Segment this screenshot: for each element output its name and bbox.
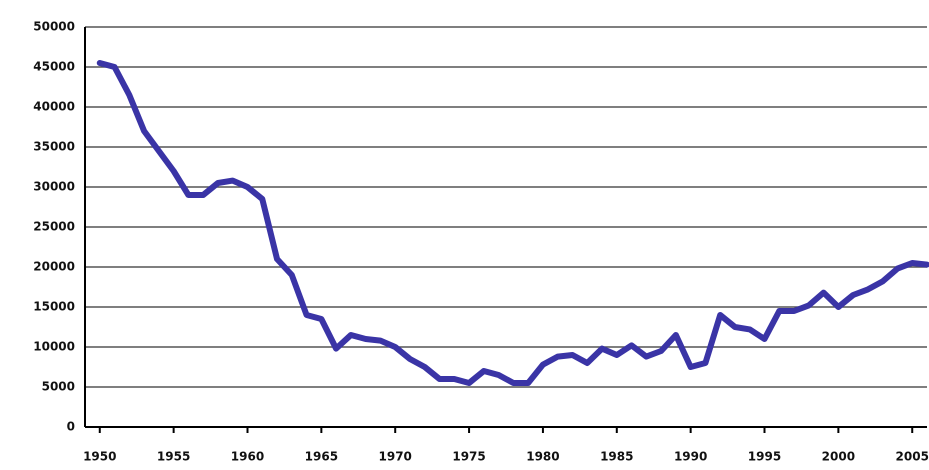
y-tick-label: 40000: [33, 100, 75, 114]
x-tick-label: 1950: [83, 450, 116, 464]
x-tick-label: 1965: [305, 450, 338, 464]
x-tick-label: 1960: [231, 450, 264, 464]
x-tick-label: 2000: [822, 450, 855, 464]
x-tick-label: 2005: [896, 450, 929, 464]
x-tick-label: 1995: [748, 450, 781, 464]
x-tick-label: 1955: [157, 450, 190, 464]
y-tick-label: 5000: [42, 380, 75, 394]
y-tick-label: 10000: [33, 340, 75, 354]
y-tick-label: 0: [67, 420, 75, 434]
data-line: [96, 60, 929, 386]
y-tick-label: 35000: [33, 140, 75, 154]
x-tick-label: 1985: [600, 450, 633, 464]
x-tick-label: 1970: [379, 450, 412, 464]
y-tick-label: 50000: [33, 20, 75, 34]
x-tick-label: 1975: [452, 450, 485, 464]
y-tick-label: 15000: [33, 300, 75, 314]
x-tick-label: 1990: [674, 450, 707, 464]
y-tick-label: 20000: [33, 260, 75, 274]
y-tick-label: 30000: [33, 180, 75, 194]
y-tick-label: 25000: [33, 220, 75, 234]
x-tick-label: 1980: [526, 450, 559, 464]
y-tick-label: 45000: [33, 60, 75, 74]
